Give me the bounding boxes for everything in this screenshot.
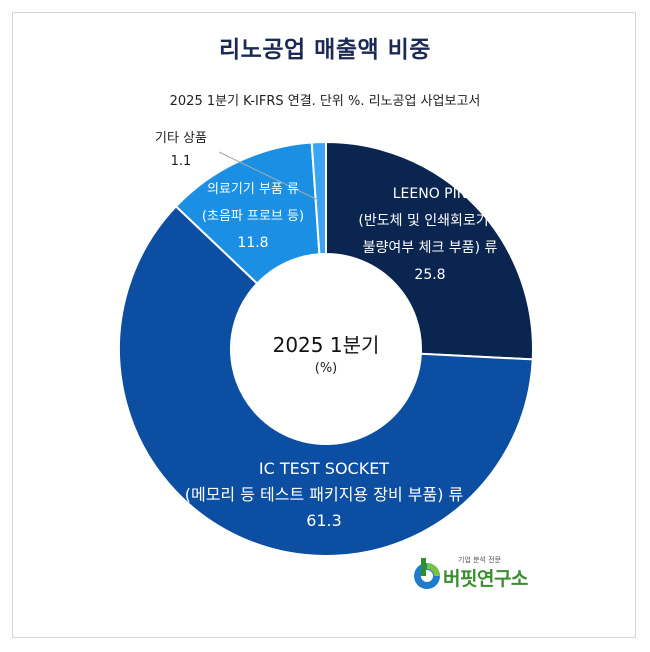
center-label-unit: (%) [315, 361, 338, 376]
chart-title: 리노공업 매출액 비중 [219, 37, 431, 63]
label-ic-test-socket-line: IC TEST SOCKET [259, 459, 389, 478]
logo-mark-icon [414, 558, 440, 589]
label-ic-test-socket-line: (메모리 등 테스트 패키지용 장비 부품) 류 [185, 485, 464, 504]
label-leeno-pin-line: LEENO PIN [393, 186, 467, 202]
label-medical-parts-value: 11.8 [237, 235, 268, 251]
logo: 기업 분석 전문 버핏연구소 [412, 556, 562, 592]
slice-other-goods [310, 140, 327, 256]
label-leader-line [218, 151, 319, 201]
label-leeno-pin-value: 25.8 [414, 267, 445, 283]
label-medical-parts-line: 의료기기 부품 류 [207, 182, 299, 197]
center-label-period: 2025 1분기 [273, 333, 380, 357]
logo-tagline: 기업 분석 전문 [458, 556, 502, 564]
chart-subtitle: 2025 1분기 K-IFRS 연결. 단위 %. 리노공업 사업보고서 [169, 94, 481, 109]
label-ic-test-socket: IC TEST SOCKET (메모리 등 테스트 패키지용 장비 부품) 류 61… [185, 459, 464, 530]
logo-name: 버핏연구소 [443, 568, 528, 590]
donut-slices [118, 140, 534, 557]
label-other-goods-line: 기타 상품 [155, 131, 207, 146]
slice-leeno-pin [325, 140, 534, 361]
label-medical-parts-line: (초음파 프로브 등) [202, 209, 304, 224]
slice-ic-test-socket [118, 204, 534, 557]
label-other-goods-value: 1.1 [171, 154, 192, 169]
label-other-goods: 기타 상품 1.1 [155, 131, 207, 169]
label-ic-test-socket-value: 61.3 [306, 511, 342, 530]
label-medical-parts: 의료기기 부품 류 (초음파 프로브 등) 11.8 [202, 182, 304, 251]
chart-frame [12, 12, 636, 638]
label-leeno-pin-line: (반도체 및 인쇄회로기판 [358, 213, 501, 229]
label-leeno-pin-line: 불량여부 체크 부품) 류 [363, 240, 498, 256]
